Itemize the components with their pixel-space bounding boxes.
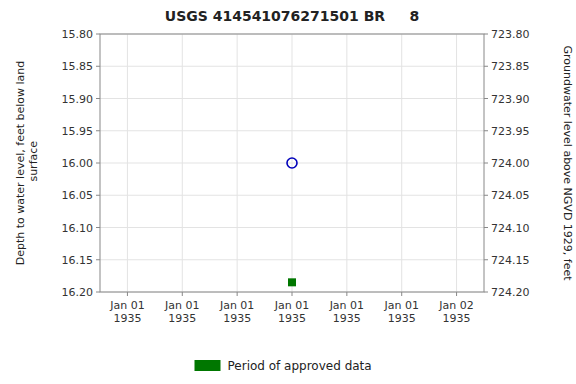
tick (96, 130, 100, 131)
tick (401, 292, 402, 296)
tick-label: 15.90 (62, 93, 94, 106)
tick-label: 16.10 (62, 222, 94, 235)
point (287, 158, 297, 168)
y2-axis: 724.20 724.15 724.10 724.05 724.00 723.95 723.… (484, 28, 530, 299)
text-line: Jan 01 (164, 299, 199, 312)
tick-label: 724.00 (491, 157, 530, 170)
text-line: 1935 (278, 312, 306, 325)
text-line: Jan 01 (383, 299, 418, 312)
y-axis: 15.80 15.85 15.90 15.95 16.00 16.05 16.10 16.15… (62, 28, 101, 299)
grid-line (292, 34, 293, 292)
tick-label: Jan 011935 (219, 299, 254, 325)
tick (484, 98, 488, 99)
point (288, 278, 296, 286)
x-axis: Jan 011935Jan 011935Jan 011935Jan 011935… (109, 292, 474, 325)
tick (456, 292, 457, 296)
grid-line (237, 34, 238, 292)
tick-label: 16.05 (62, 189, 94, 202)
tick-label: 15.85 (62, 60, 94, 73)
tick (96, 259, 100, 260)
tick-label: Jan 011935 (109, 299, 144, 325)
tick-label: 724.15 (491, 254, 530, 267)
grid-line (127, 34, 128, 292)
text-line: Jan 01 (329, 299, 364, 312)
grid-line (401, 34, 402, 292)
tick (484, 259, 488, 260)
tick (96, 34, 100, 35)
marks (287, 158, 297, 286)
tick-label: 15.95 (62, 125, 94, 138)
text-line: 1935 (113, 312, 141, 325)
tick (346, 292, 347, 296)
text-line: 1935 (223, 312, 251, 325)
legend: Period of approved data (195, 359, 372, 373)
text-line: Depth to water level, feet below land (14, 61, 27, 266)
tick (484, 292, 488, 293)
tick-label: Jan 021935 (438, 299, 473, 325)
tick-label: 723.90 (491, 93, 530, 106)
tick (96, 195, 100, 196)
tick-label: 724.10 (491, 222, 530, 235)
grid-line (346, 34, 347, 292)
grid (100, 34, 484, 292)
tick (237, 292, 238, 296)
tick-label: 724.05 (491, 189, 530, 202)
tick (484, 195, 488, 196)
tick-label: 16.15 (62, 254, 94, 267)
tick-label: Jan 011935 (274, 299, 309, 325)
tick (484, 66, 488, 67)
tick-label: 16.00 (62, 157, 94, 170)
y-axis-label: Depth to water level, feet below land su… (14, 61, 40, 266)
tick-label: 723.85 (491, 60, 530, 73)
text-line: Jan 01 (274, 299, 309, 312)
tick-label: 15.80 (62, 28, 94, 41)
legend-swatch (195, 360, 221, 371)
tick (96, 227, 100, 228)
chart: 15.80 15.85 15.90 15.95 16.00 16.05 16.10 16.15… (0, 0, 576, 384)
tick (182, 292, 183, 296)
tick-label: 724.20 (491, 286, 530, 299)
text-line: Jan 01 (109, 299, 144, 312)
background (0, 0, 576, 384)
tick-label: 723.95 (491, 125, 530, 138)
y2-axis-label: Groundwater level above NGVD 1929, feet (561, 45, 574, 281)
tick (127, 292, 128, 296)
plot-frame (100, 34, 484, 292)
tick (96, 163, 100, 164)
tick (484, 227, 488, 228)
tick-label: 723.80 (491, 28, 530, 41)
text-line: Jan 01 (219, 299, 254, 312)
tick (96, 292, 100, 293)
tick (484, 34, 488, 35)
tick-label: 16.20 (62, 286, 94, 299)
tick (484, 130, 488, 131)
text-line: 1935 (168, 312, 196, 325)
text-line: surface (27, 141, 40, 185)
grid-line (456, 34, 457, 292)
text-line: 1935 (388, 312, 416, 325)
text-line: 1935 (333, 312, 361, 325)
title: USGS 414541076271501 BR 8 (165, 8, 419, 24)
tick (292, 292, 293, 296)
tick-label: Jan 011935 (164, 299, 199, 325)
legend-label: Period of approved data (228, 359, 372, 373)
tick (484, 163, 488, 164)
tick-label: Jan 011935 (383, 299, 418, 325)
grid-line (182, 34, 183, 292)
tick (96, 98, 100, 99)
text-line: Jan 02 (438, 299, 473, 312)
tick-label: Jan 011935 (329, 299, 364, 325)
text-line: 1935 (443, 312, 471, 325)
tick (96, 66, 100, 67)
